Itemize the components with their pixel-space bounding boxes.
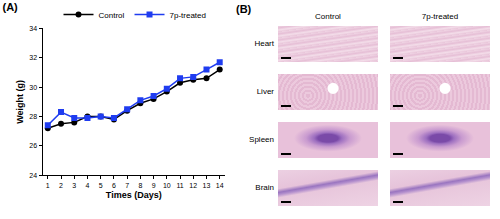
html-text:Brain: Brain: [255, 183, 274, 192]
svg-text:14: 14: [216, 182, 224, 189]
svg-text:34: 34: [29, 25, 37, 32]
svg-text:24: 24: [29, 172, 37, 179]
svg-text:Times (Days): Times (Days): [106, 190, 162, 200]
html-text:7p-treated: 7p-treated: [421, 12, 459, 21]
svg-text:(A): (A): [3, 1, 19, 13]
svg-text:4: 4: [86, 182, 90, 189]
html-text:Liver: Liver: [256, 87, 274, 96]
html-text:Spleen: Spleen: [249, 135, 274, 144]
html-text:Heart: Heart: [254, 39, 274, 48]
svg-text:Control: Control: [99, 11, 125, 20]
svg-text:11: 11: [176, 182, 183, 189]
svg-text:5: 5: [99, 182, 103, 189]
svg-text:32: 32: [29, 54, 37, 61]
svg-text:9: 9: [152, 182, 156, 189]
svg-text:3: 3: [72, 182, 76, 189]
svg-text:6: 6: [112, 182, 116, 189]
html-text:Control: Control: [315, 12, 341, 21]
svg-text:10: 10: [163, 182, 171, 189]
svg-text:26: 26: [29, 142, 37, 149]
svg-text:1: 1: [46, 182, 50, 189]
html-text:(B): (B): [236, 3, 252, 15]
svg-text:7p-treated: 7p-treated: [170, 11, 206, 20]
svg-text:7: 7: [125, 182, 129, 189]
svg-text:2: 2: [59, 182, 63, 189]
svg-text:30: 30: [29, 84, 37, 91]
svg-text:Weight (g): Weight (g): [15, 80, 25, 124]
svg-text:8: 8: [138, 182, 142, 189]
svg-text:13: 13: [203, 182, 211, 189]
svg-text:28: 28: [29, 113, 37, 120]
svg-text:12: 12: [189, 182, 197, 189]
